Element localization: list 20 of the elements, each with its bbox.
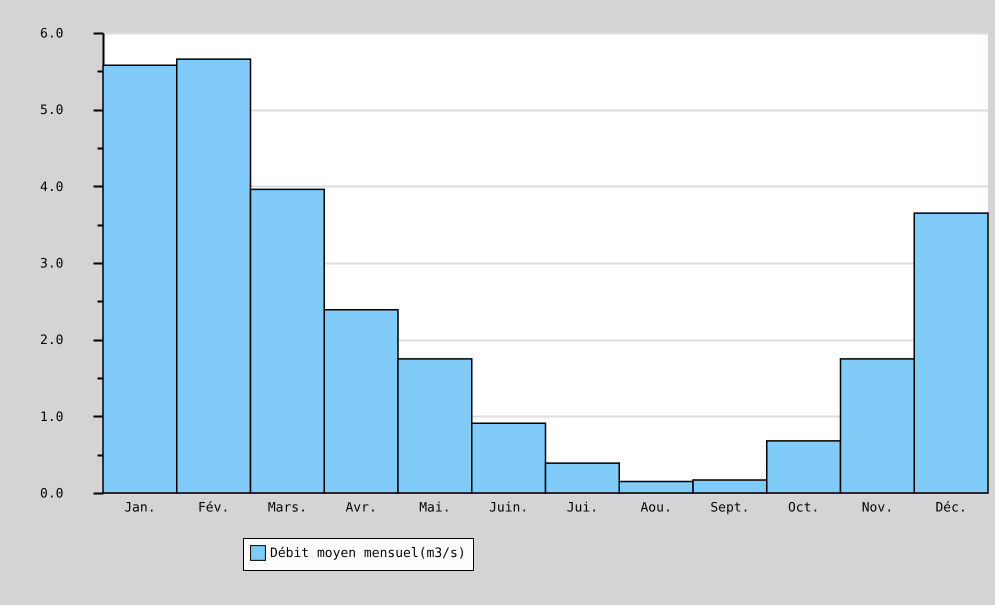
legend-label: Débit moyen mensuel(m3/s): [270, 546, 466, 561]
x-tick-label: Fév.: [198, 500, 230, 516]
y-tick-label: 3.0: [40, 256, 64, 272]
x-tick-label: Avr.: [345, 500, 377, 516]
x-tick-label: Aou.: [640, 500, 672, 516]
x-tick-label: Mai.: [419, 500, 451, 516]
y-tick-label: 4.0: [40, 180, 64, 195]
x-tick-label: Oct.: [788, 500, 820, 516]
x-tick-label: Jui.: [566, 500, 598, 516]
y-tick-label: 6.0: [40, 26, 64, 42]
x-tick-label: Mars.: [268, 500, 307, 516]
y-tick-label: 5.0: [40, 103, 64, 118]
y-tick-label: 0.0: [40, 486, 64, 502]
x-tick-label: Sept.: [710, 500, 750, 516]
x-tick-label: Juin.: [489, 500, 528, 516]
x-tick-label: Nov.: [862, 500, 894, 516]
x-tick-label: Déc.: [935, 500, 967, 516]
x-tick-label: Jan.: [124, 500, 156, 516]
y-tick-label: 1.0: [40, 410, 64, 425]
y-tick-label: 2.0: [40, 333, 64, 348]
